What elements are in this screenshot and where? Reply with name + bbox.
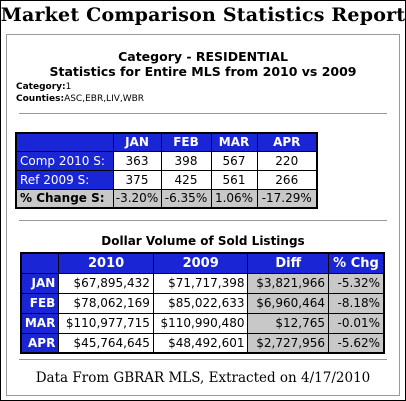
table-cell: 1.06% (210, 188, 258, 209)
corner-cell (15, 132, 114, 152)
table-cell: 567 (210, 150, 258, 171)
table-cell: 398 (160, 150, 212, 171)
table-cell: -5.32% (327, 272, 385, 294)
table-cell: -3.20% (112, 188, 162, 209)
table-cell: $110,977,715 (58, 312, 154, 334)
table-cell: $78,062,169 (58, 292, 154, 314)
table-cell: $67,895,432 (58, 272, 154, 294)
table-cell: -8.18% (327, 292, 385, 314)
volume-row: JAN $67,895,432 $71,717,398 $3,821,966 -… (20, 272, 385, 294)
counties-meta: Counties:ASC,EBR,LIV,WBR (16, 94, 144, 104)
volume-table-title: Dollar Volume of Sold Listings (101, 234, 305, 248)
volume-header-row: 2010 2009 Diff % Chg (20, 252, 385, 274)
table-cell: 266 (256, 169, 318, 190)
category-meta: Category:1 (16, 82, 71, 92)
row-label: % Change S: (15, 188, 114, 209)
table-cell: -5.62% (327, 332, 385, 354)
table-cell: -17.29% (256, 188, 318, 209)
table-cell: -6.35% (160, 188, 212, 209)
table-cell: $2,727,956 (247, 332, 329, 354)
comparison-header-row: JAN FEB MAR APR (15, 132, 318, 152)
category-value: 1 (65, 82, 72, 92)
comparison-table: JAN FEB MAR APR Comp 2010 S: 363 398 567… (15, 132, 318, 209)
report-body: Category - RESIDENTIAL Statistics for En… (6, 34, 400, 396)
row-label: Ref 2009 S: (15, 169, 114, 190)
stats-title: Statistics for Entire MLS from 2010 vs 2… (49, 64, 357, 79)
counties-value: ASC,EBR,LIV,WBR (64, 94, 145, 104)
month-header: JAN (112, 132, 162, 152)
table-cell: 375 (112, 169, 162, 190)
table-cell: $71,717,398 (152, 272, 249, 294)
month-header: FEB (160, 132, 212, 152)
volume-row: FEB $78,062,169 $85,022,633 $6,960,464 -… (20, 292, 385, 314)
row-label: FEB (20, 292, 60, 314)
column-header: Diff (247, 252, 329, 274)
table-cell: $48,492,601 (152, 332, 249, 354)
comparison-row-2010: Comp 2010 S: 363 398 567 220 (15, 150, 318, 171)
table-cell: 561 (210, 169, 258, 190)
category-label: Category: (16, 82, 66, 92)
table-cell: -0.01% (327, 312, 385, 334)
volume-table: 2010 2009 Diff % Chg JAN $67,895,432 $71… (20, 252, 385, 354)
month-header: MAR (210, 132, 258, 152)
volume-row: APR $45,764,645 $48,492,601 $2,727,956 -… (20, 332, 385, 354)
divider (19, 220, 387, 221)
row-label: JAN (20, 272, 60, 294)
table-cell: 425 (160, 169, 212, 190)
volume-row: MAR $110,977,715 $110,990,480 $12,765 -0… (20, 312, 385, 334)
counties-label: Counties: (16, 94, 65, 104)
table-cell: $6,960,464 (247, 292, 329, 314)
table-cell: 220 (256, 150, 318, 171)
table-cell: $110,990,480 (152, 312, 249, 334)
table-cell: $45,764,645 (58, 332, 154, 354)
comparison-row-change: % Change S: -3.20% -6.35% 1.06% -17.29% (15, 188, 318, 209)
column-header: 2009 (152, 252, 249, 274)
comparison-row-2009: Ref 2009 S: 375 425 561 266 (15, 169, 318, 190)
table-cell: $3,821,966 (247, 272, 329, 294)
table-cell: 363 (112, 150, 162, 171)
row-label: MAR (20, 312, 60, 334)
column-header: % Chg (327, 252, 385, 274)
column-header: 2010 (58, 252, 154, 274)
divider (19, 359, 387, 360)
corner-cell (20, 252, 60, 274)
month-header: APR (256, 132, 318, 152)
category-title: Category - RESIDENTIAL (118, 49, 288, 64)
row-label: APR (20, 332, 60, 354)
row-label: Comp 2010 S: (15, 150, 114, 171)
report-title: Market Comparison Statistics Report (0, 4, 406, 26)
footer-note: Data From GBRAR MLS, Extracted on 4/17/2… (35, 370, 371, 386)
table-cell: $85,022,633 (152, 292, 249, 314)
table-cell: $12,765 (247, 312, 329, 334)
divider (19, 113, 387, 114)
